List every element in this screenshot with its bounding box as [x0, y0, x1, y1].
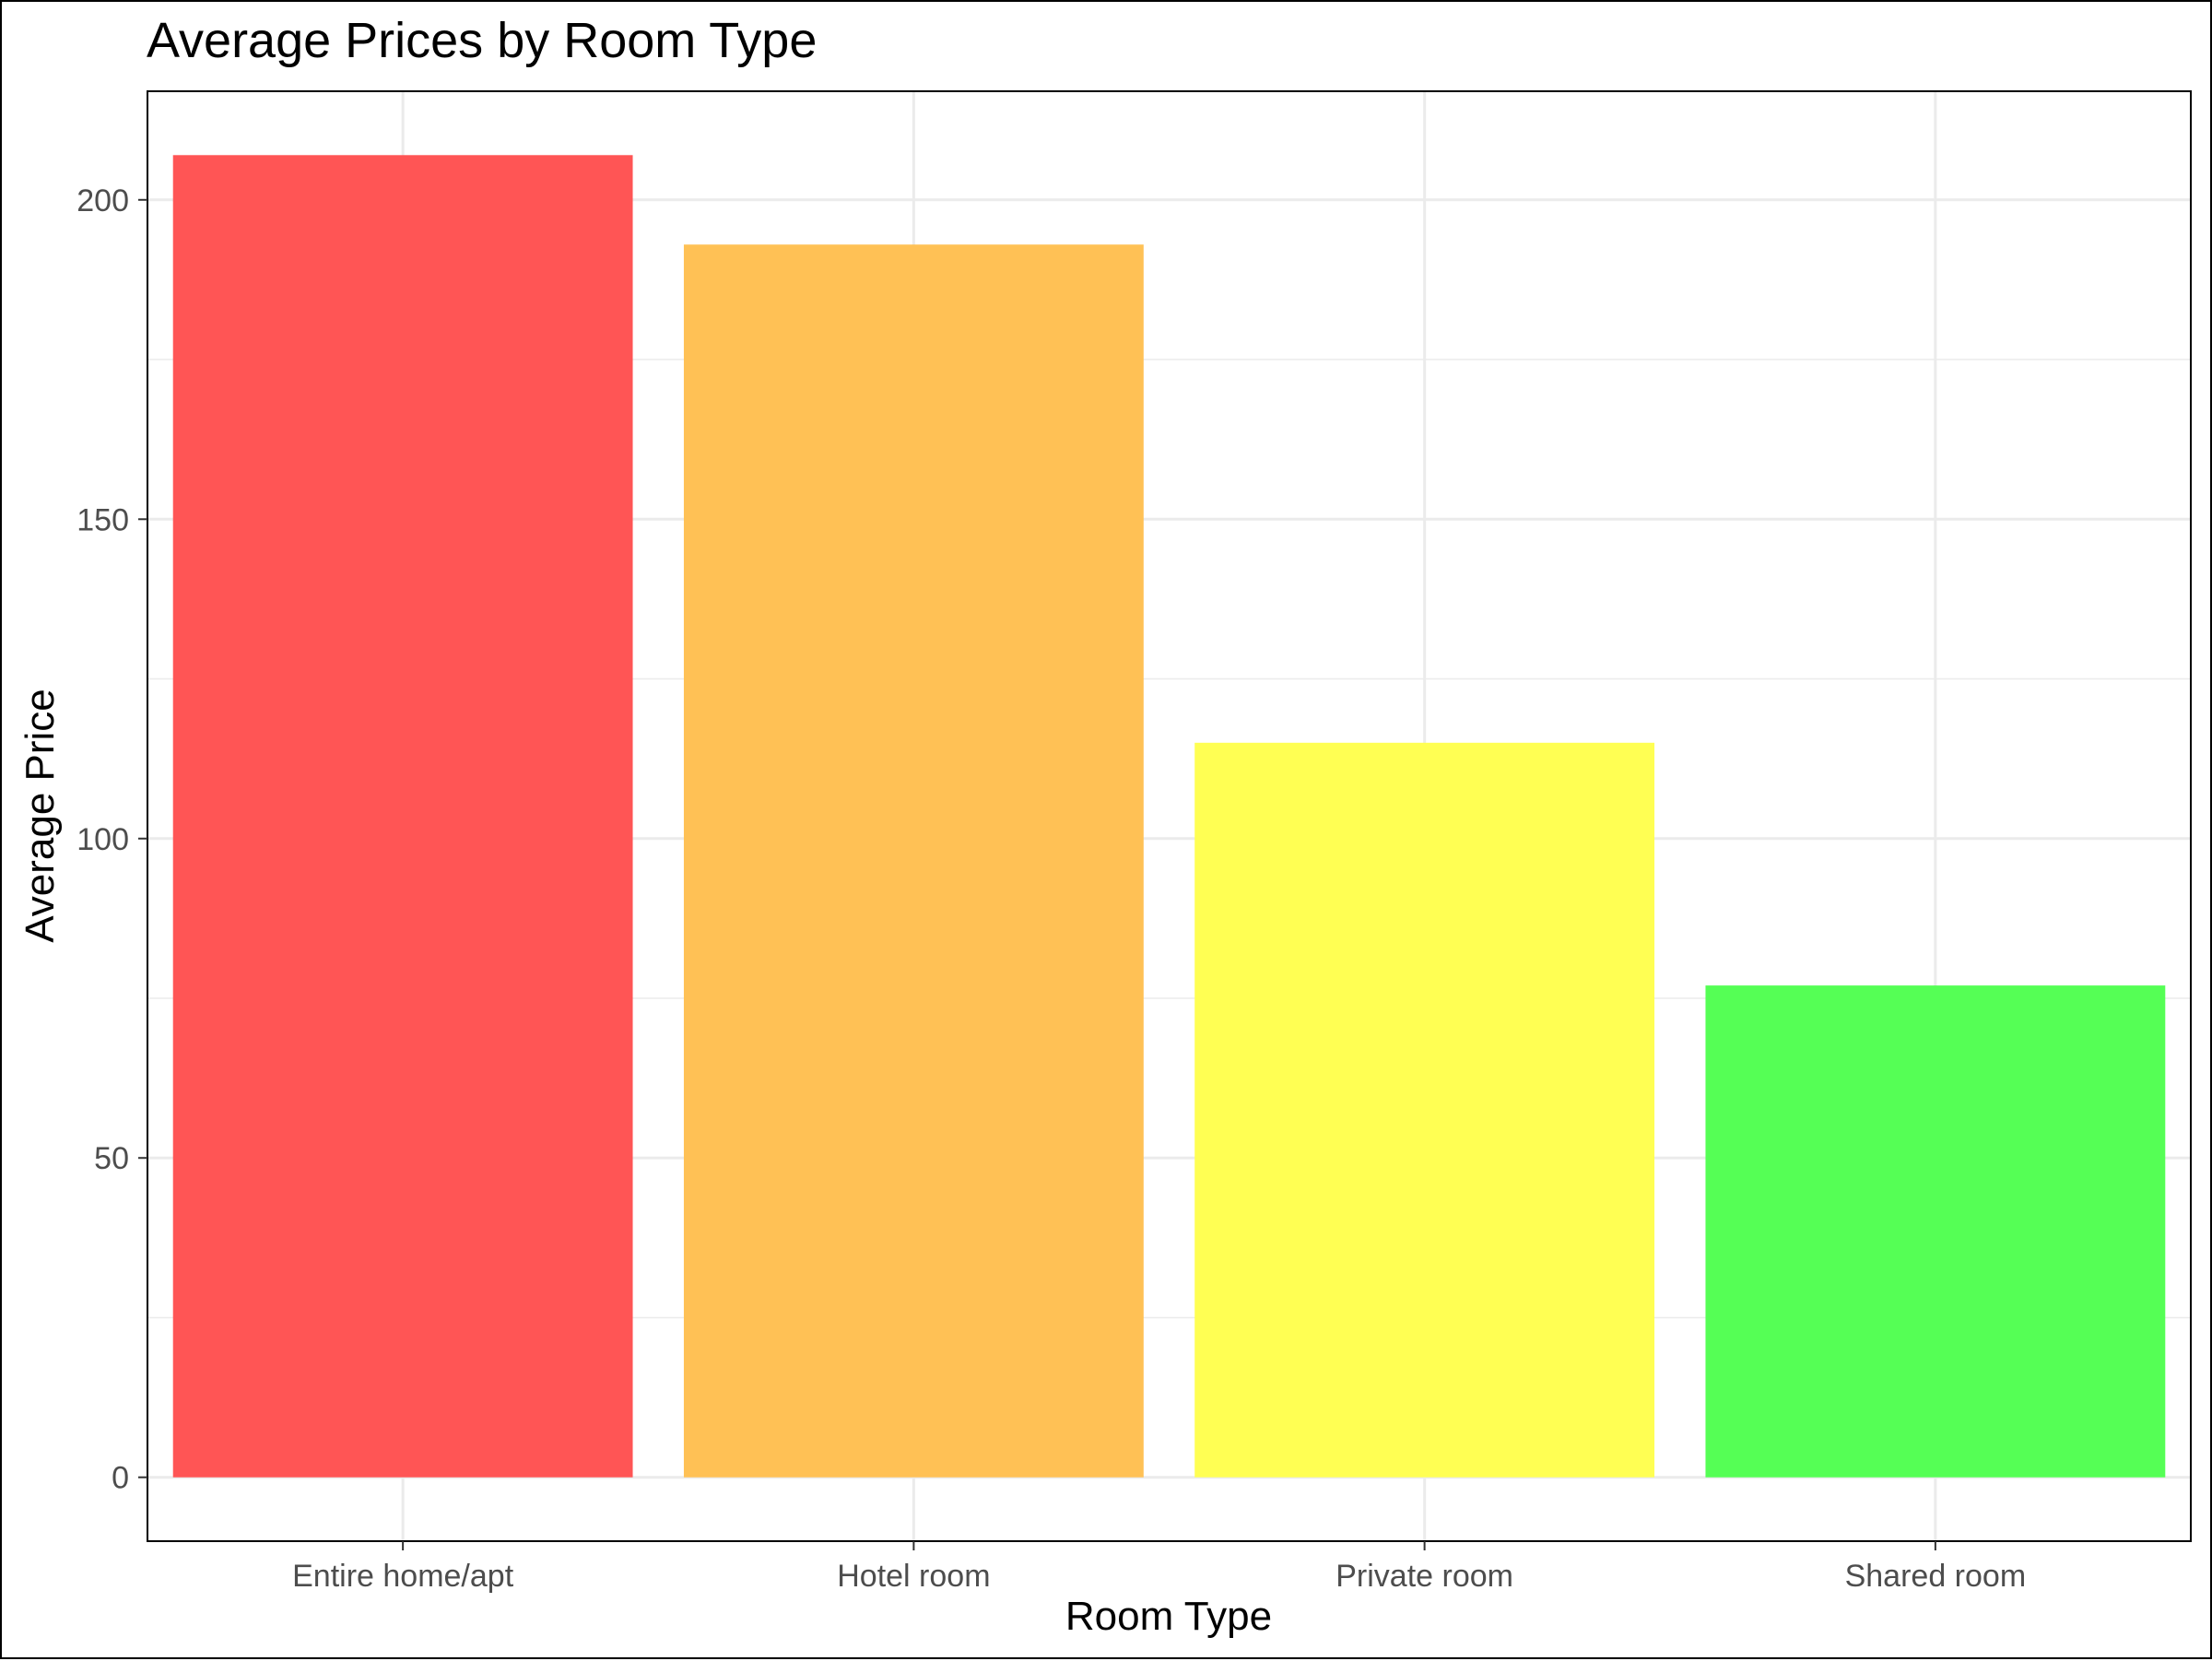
y-axis-title: Average Price: [18, 689, 63, 943]
chart-title: Average Prices by Room Type: [147, 13, 817, 68]
plot-panel-border: [147, 90, 2192, 1542]
y-tick-label: 100: [76, 822, 129, 857]
bar: [1705, 985, 2166, 1478]
x-tick-label: Shared room: [1845, 1559, 2027, 1594]
x-axis-title: Room Type: [1065, 1594, 1272, 1639]
x-tick-label: Hotel room: [837, 1559, 990, 1594]
y-tick-label: 150: [76, 502, 129, 537]
bar: [1194, 742, 1655, 1478]
y-tick-label: 50: [94, 1141, 129, 1176]
y-tick-label: 0: [112, 1461, 129, 1496]
bars: [172, 155, 2166, 1478]
x-axis-ticks: Entire home/apt Hotel room Private room Sha…: [292, 1541, 2026, 1594]
bar: [683, 244, 1144, 1478]
x-tick-label: Private room: [1335, 1559, 1513, 1594]
y-axis-ticks: 0 50 100 150 200: [76, 183, 147, 1496]
x-tick-label: Entire home/apt: [292, 1559, 514, 1594]
bar: [172, 155, 633, 1478]
y-tick-label: 200: [76, 183, 129, 218]
